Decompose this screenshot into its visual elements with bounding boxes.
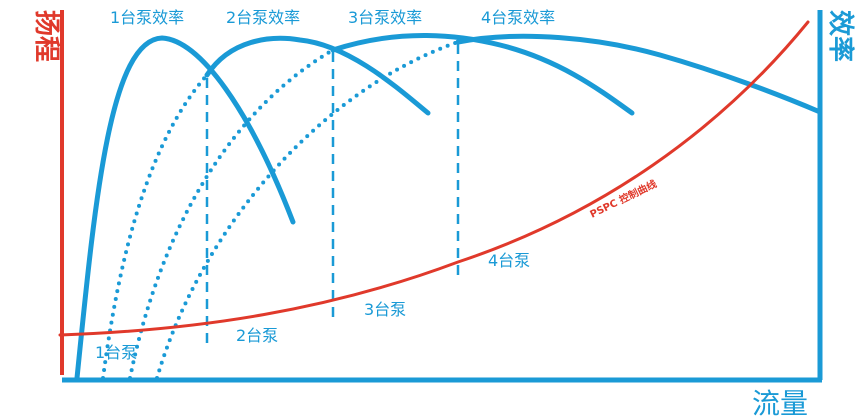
pspc-control-curve xyxy=(58,20,810,337)
efficiency-label-3: 3台泵效率 xyxy=(348,8,422,27)
head-curve-1 xyxy=(74,35,296,381)
head-curve-4 xyxy=(455,33,823,115)
efficiency-label-1: 1台泵效率 xyxy=(110,8,184,27)
efficiency-curve-dotted-1 xyxy=(101,73,209,380)
y-left-axis-label: 扬程 xyxy=(31,10,61,62)
efficiency-label-4: 4台泵效率 xyxy=(481,8,555,27)
efficiency-curve-dotted-3 xyxy=(155,40,460,380)
head-curve-3 xyxy=(330,33,635,116)
head-curve-2 xyxy=(204,35,431,116)
x-axis-label: 流量 xyxy=(752,387,808,419)
stage-label-4: 4台泵 xyxy=(488,251,530,270)
y-right-axis-label: 效率 xyxy=(825,10,856,62)
stage-label-1: 1台泵 xyxy=(95,343,137,362)
stage-label-2: 2台泵 xyxy=(236,326,278,345)
stage-label-3: 3台泵 xyxy=(364,300,406,319)
efficiency-label-2: 2台泵效率 xyxy=(226,8,300,27)
